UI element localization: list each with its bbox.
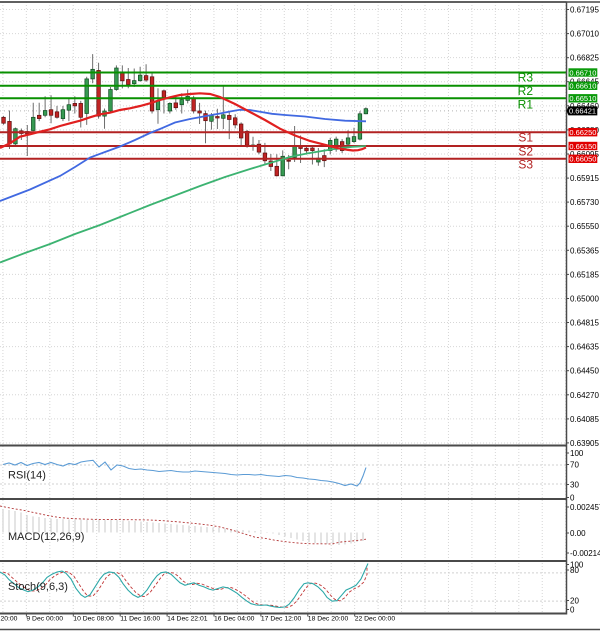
svg-text:11 Dec 16:00: 11 Dec 16:00 xyxy=(120,616,160,623)
svg-text:S3: S3 xyxy=(518,158,533,172)
svg-text:S1: S1 xyxy=(518,131,533,145)
svg-text:16 Dec 04:00: 16 Dec 04:00 xyxy=(214,616,255,623)
svg-text:0.64635: 0.64635 xyxy=(570,343,599,352)
svg-text:0: 0 xyxy=(570,606,575,615)
svg-text:0.66460: 0.66460 xyxy=(570,102,599,111)
svg-text:S2: S2 xyxy=(518,145,533,159)
svg-text:0.66421: 0.66421 xyxy=(569,107,596,116)
svg-text:R2: R2 xyxy=(518,84,534,98)
svg-text:0.64815: 0.64815 xyxy=(570,319,599,328)
svg-text:0.66510: 0.66510 xyxy=(569,94,596,103)
svg-text:R3: R3 xyxy=(518,71,534,85)
svg-text:0.65185: 0.65185 xyxy=(570,270,599,279)
svg-text:0.00: 0.00 xyxy=(570,529,586,538)
svg-text:0.65000: 0.65000 xyxy=(570,295,599,304)
svg-text:17 Dec 12:00: 17 Dec 12:00 xyxy=(261,616,302,623)
svg-text:0.002457: 0.002457 xyxy=(570,503,600,512)
svg-text:30: 30 xyxy=(570,481,579,490)
svg-text:10 Dec 08:00: 10 Dec 08:00 xyxy=(73,616,114,623)
svg-text:R1: R1 xyxy=(518,98,534,112)
svg-text:0.67010: 0.67010 xyxy=(570,30,599,39)
svg-text:0.63905: 0.63905 xyxy=(570,439,599,448)
svg-text:0.64085: 0.64085 xyxy=(570,415,599,424)
svg-text:0.64450: 0.64450 xyxy=(570,367,599,376)
svg-text:0.66710: 0.66710 xyxy=(569,68,596,77)
svg-text:0.67195: 0.67195 xyxy=(570,6,599,15)
svg-text:0: 0 xyxy=(570,494,575,503)
svg-text:8 Dec 20:00: 8 Dec 20:00 xyxy=(0,616,18,623)
svg-text:0.66050: 0.66050 xyxy=(569,155,596,164)
svg-text:14 Dec 22:01: 14 Dec 22:01 xyxy=(167,616,208,623)
svg-text:100: 100 xyxy=(570,561,584,570)
svg-text:0.66250: 0.66250 xyxy=(569,128,596,137)
svg-text:0.65915: 0.65915 xyxy=(570,174,599,183)
svg-text:9 Dec 00:00: 9 Dec 00:00 xyxy=(26,616,63,623)
svg-text:Stoch(9,6,3): Stoch(9,6,3) xyxy=(8,581,68,593)
svg-text:0.66825: 0.66825 xyxy=(570,54,599,63)
svg-text:80: 80 xyxy=(570,566,579,575)
svg-text:RSI(14): RSI(14) xyxy=(8,470,46,482)
svg-text:22 Dec 00:00: 22 Dec 00:00 xyxy=(355,616,396,623)
svg-text:70: 70 xyxy=(570,461,579,470)
svg-text:100: 100 xyxy=(570,449,584,458)
svg-text:0.66610: 0.66610 xyxy=(569,82,596,91)
svg-text:0.65730: 0.65730 xyxy=(570,198,599,207)
svg-text:0.65365: 0.65365 xyxy=(570,246,599,255)
svg-text:0.64270: 0.64270 xyxy=(570,391,599,400)
svg-text:0.66150: 0.66150 xyxy=(569,142,596,151)
svg-text:20: 20 xyxy=(570,597,579,606)
svg-text:0.65550: 0.65550 xyxy=(570,222,599,231)
svg-text:18 Dec 20:00: 18 Dec 20:00 xyxy=(308,616,349,623)
svg-text:MACD(12,26,9): MACD(12,26,9) xyxy=(8,531,84,543)
svg-text:0.66095: 0.66095 xyxy=(570,150,599,159)
svg-text:-0.002146: -0.002146 xyxy=(570,549,600,558)
